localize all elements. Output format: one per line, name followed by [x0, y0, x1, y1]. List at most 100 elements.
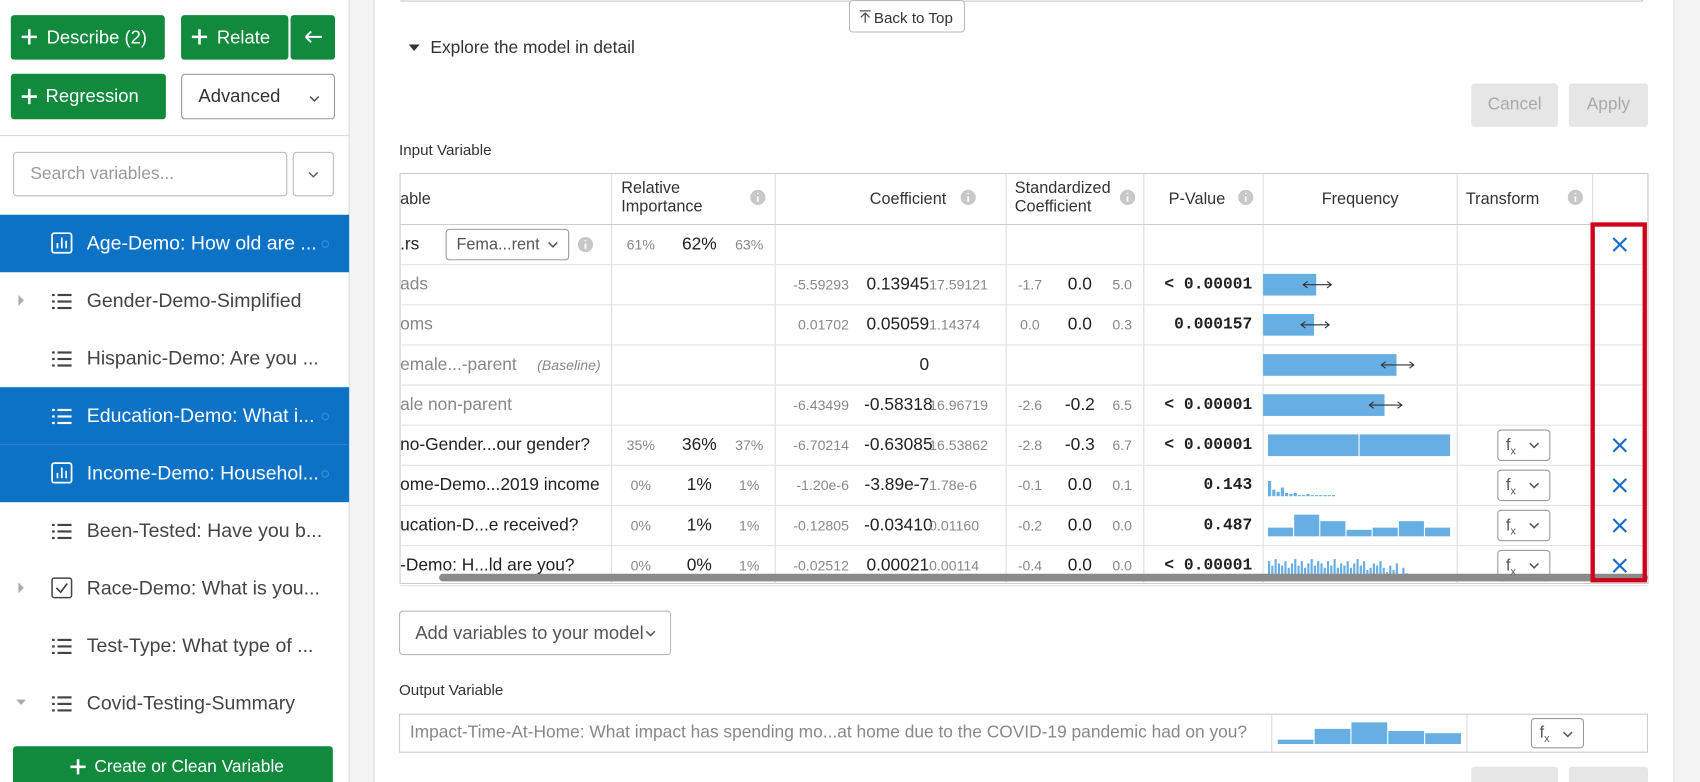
frequency-bar — [1307, 563, 1310, 577]
frequency-bar — [1263, 313, 1315, 336]
p-value: < 0.00001 — [1164, 556, 1253, 575]
list-line — [57, 651, 72, 655]
frequency-bar — [1267, 434, 1359, 457]
frequency-bar — [1267, 561, 1271, 577]
bar-icon-bars — [56, 237, 68, 249]
chevron-icon — [1562, 731, 1573, 738]
level-dropdown[interactable]: Fema...rent — [456, 235, 540, 254]
p-value: 0.000157 — [1174, 315, 1253, 335]
list-line — [57, 702, 72, 705]
coefficient-value: -0.02512 — [793, 557, 849, 574]
transform-button[interactable]: fx — [1506, 510, 1516, 541]
frequency-bar — [1293, 492, 1297, 497]
chevron-icon — [645, 630, 656, 637]
header-variable: able — [400, 189, 431, 209]
collapse-button[interactable] — [291, 15, 335, 59]
chevron-icon — [308, 171, 319, 178]
plus-icon — [21, 88, 37, 105]
bar-icon — [51, 232, 73, 254]
variable-name: ale non-parent — [400, 395, 512, 415]
variable-item[interactable]: Been-Tested: Have you b... — [86, 519, 323, 542]
variable-item[interactable]: Education-Demo: What i... — [86, 404, 315, 427]
frequency-bar — [1263, 394, 1385, 416]
transform-button[interactable]: fx — [1506, 550, 1516, 581]
frequency-bar — [1340, 563, 1343, 577]
variable-name: -Demo: H...ld are you? — [400, 556, 575, 575]
relate-bg — [181, 15, 289, 60]
frequency-bar — [1402, 567, 1405, 577]
frequency-bar — [1289, 494, 1293, 497]
variable-item[interactable]: Race-Demo: What is you... — [86, 577, 320, 599]
coefficient-value: -0.03410 — [864, 516, 933, 535]
frequency-bar — [1343, 565, 1346, 577]
frequency-bar — [1290, 563, 1294, 577]
coefficient-value: 17.59121 — [929, 276, 988, 293]
transform-button[interactable]: fx — [1506, 470, 1516, 501]
frequency-bar — [1276, 491, 1280, 497]
regression-button[interactable]: Regression — [45, 85, 139, 107]
frequency-bar — [1263, 354, 1397, 376]
variable-item[interactable]: Gender-Demo-Simplified — [86, 289, 302, 312]
standardized-value: -1.7 — [1017, 276, 1043, 293]
variable-name: ome-Demo...2019 income — [400, 476, 600, 495]
interval-arrow — [1300, 321, 1331, 329]
add-variables-button[interactable]: Add variables to your model — [415, 622, 644, 644]
list-line — [57, 300, 72, 303]
transform-button[interactable]: fx — [1506, 430, 1516, 461]
coefficient-value: 0.00021 — [866, 556, 930, 575]
frequency-bar — [1330, 565, 1333, 577]
coefficient-value: -0.12805 — [793, 517, 849, 534]
search-input[interactable]: Search variables... — [30, 164, 175, 184]
variable-item[interactable]: Covid-Testing-Summary — [86, 691, 295, 714]
importance-value: 1% — [686, 516, 712, 535]
frequency-bar — [1336, 567, 1339, 577]
highlight-box — [1590, 222, 1647, 583]
variable-item[interactable]: Age-Demo: How old are ... — [86, 232, 317, 254]
apply-bg — [1568, 83, 1648, 127]
check-mark — [55, 582, 68, 594]
list-dot — [52, 651, 55, 655]
explore-toggle[interactable]: Explore the model in detail — [430, 39, 635, 58]
variable-name: ucation-D...e received? — [400, 516, 579, 535]
standardized-value: -0.2 — [1017, 517, 1043, 534]
standardized-value: 6.5 — [1112, 396, 1132, 414]
advanced-dropdown[interactable]: Advanced — [198, 85, 281, 107]
back-to-top[interactable]: Back to Top — [873, 8, 953, 27]
relate-button[interactable]: Relate — [216, 27, 271, 48]
variable-name: ads — [400, 275, 429, 294]
coefficient-value: 16.96719 — [929, 396, 988, 414]
search-marker — [321, 412, 330, 421]
variable-item[interactable]: Income-Demo: Househol... — [86, 462, 319, 484]
frequency-bar — [1272, 489, 1276, 497]
list-dot — [52, 408, 55, 412]
describe-button[interactable]: Describe (2) — [46, 27, 148, 48]
frequency-bar — [1320, 521, 1346, 537]
list-dot — [52, 702, 55, 705]
coefficient-value: -0.58318 — [864, 395, 933, 415]
standardized-value: 0.0 — [1067, 516, 1092, 535]
list-line — [57, 421, 72, 425]
coefficient-value: -6.70214 — [793, 437, 849, 454]
header-frequency: Frequency — [1321, 189, 1399, 209]
variable-item[interactable]: Hispanic-Demo: Are you ... — [86, 347, 319, 369]
create-button[interactable]: Create or Clean Variable — [94, 758, 284, 777]
variable-item[interactable]: Test-Type: What type of ... — [86, 634, 314, 657]
coefficient-value: 0.01160 — [929, 517, 980, 534]
frequency-bar — [1372, 527, 1398, 537]
cancel-button[interactable]: Cancel — [1487, 95, 1542, 114]
coefficient-value: 0 — [919, 355, 930, 375]
apply-button[interactable]: Apply — [1586, 95, 1631, 114]
chevron-icon — [1529, 562, 1540, 569]
frequency-bar — [1346, 529, 1372, 537]
importance-value: 1% — [738, 517, 760, 534]
input-label: Input Variable — [398, 140, 492, 159]
standardized-value: 6.7 — [1112, 437, 1132, 454]
coefficient-value: 16.53862 — [929, 437, 988, 454]
list-line — [57, 696, 72, 699]
frequency-bar — [1277, 563, 1280, 577]
output-transform-button[interactable]: fx — [1540, 718, 1550, 748]
plus-icon — [70, 759, 86, 775]
standardized-value: -0.3 — [1064, 436, 1095, 455]
search-marker — [321, 470, 330, 478]
